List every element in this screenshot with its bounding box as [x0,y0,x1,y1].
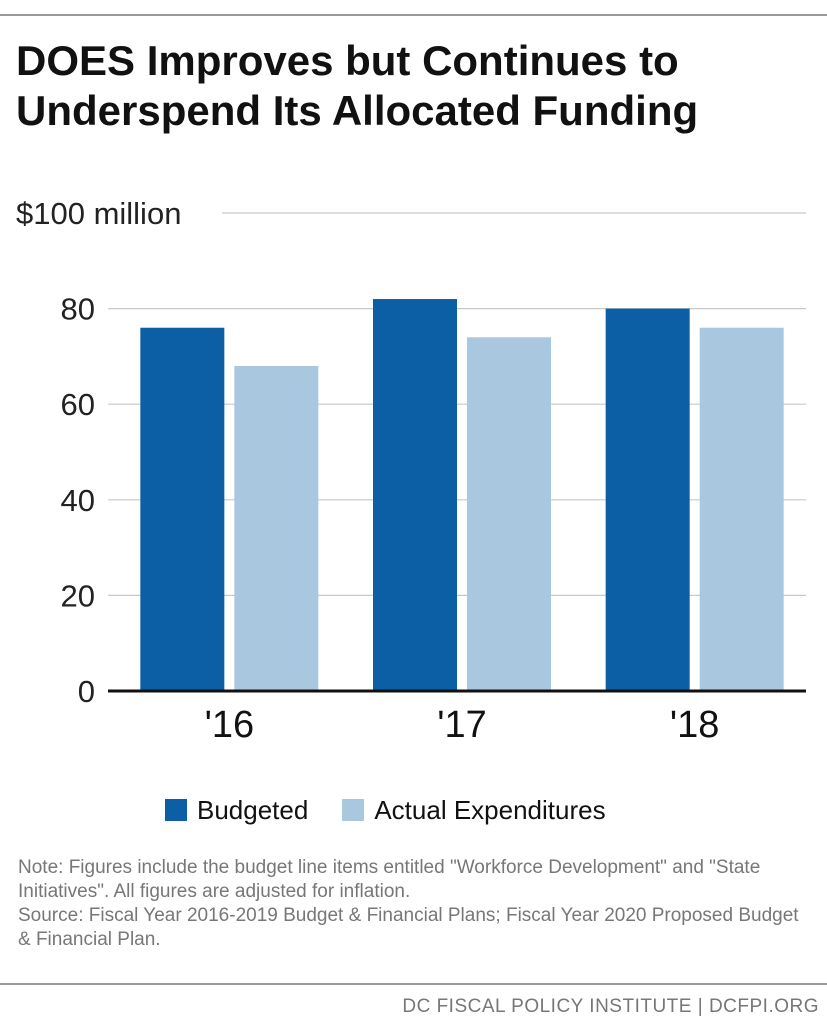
legend-label-budgeted: Budgeted [197,794,309,825]
x-tick-label: '16 [205,704,255,746]
y-tick-label: 60 [61,387,95,422]
y-tick-label: 20 [61,578,95,613]
legend-swatch-budgeted [165,799,187,821]
legend-swatch-actual-expenditures [342,799,365,821]
note-text: Note: Figures include the budget line it… [18,857,761,902]
y-tick-label: 0 [78,674,95,709]
bar-budgeted-17 [373,299,457,691]
bar-budgeted-16 [140,327,225,691]
x-tick-label: '18 [670,704,720,746]
bar-actual-expenditures-17 [467,337,551,691]
y-tick-label: 80 [61,292,95,327]
y-tick-label: $100 million [16,196,181,231]
legend-label-actual-expenditures: Actual Expenditures [374,794,606,825]
y-axis-tick-labels: 0 20 40 60 80 $100 million [16,196,181,709]
source-text: Source: Fiscal Year 2016-2019 Budget & F… [18,905,799,950]
legend: Budgeted Actual Expenditures [165,793,640,827]
bar-actual-expenditures-18 [699,327,784,691]
bar-actual-expenditures-16 [234,365,319,691]
legend-item-actual-expenditures: Actual Expenditures [342,794,606,826]
top-divider [0,14,827,16]
chart-note: Note: Figures include the budget line it… [18,856,813,952]
bars [140,299,784,691]
footer-credit: DC FISCAL POLICY INSTITUTE | DCFPI.ORG [402,996,819,1017]
bottom-divider [0,983,827,985]
chart-title: DOES Improves but Continues to Underspen… [16,37,699,134]
x-tick-label: '17 [437,704,487,746]
bar-chart: 0 20 40 60 80 $100 million '16 '17 '18 [16,196,806,746]
x-axis-tick-labels: '16 '17 '18 [205,704,720,746]
bar-budgeted-18 [605,308,690,691]
y-tick-label: 40 [61,483,95,518]
legend-item-budgeted: Budgeted [165,795,308,826]
